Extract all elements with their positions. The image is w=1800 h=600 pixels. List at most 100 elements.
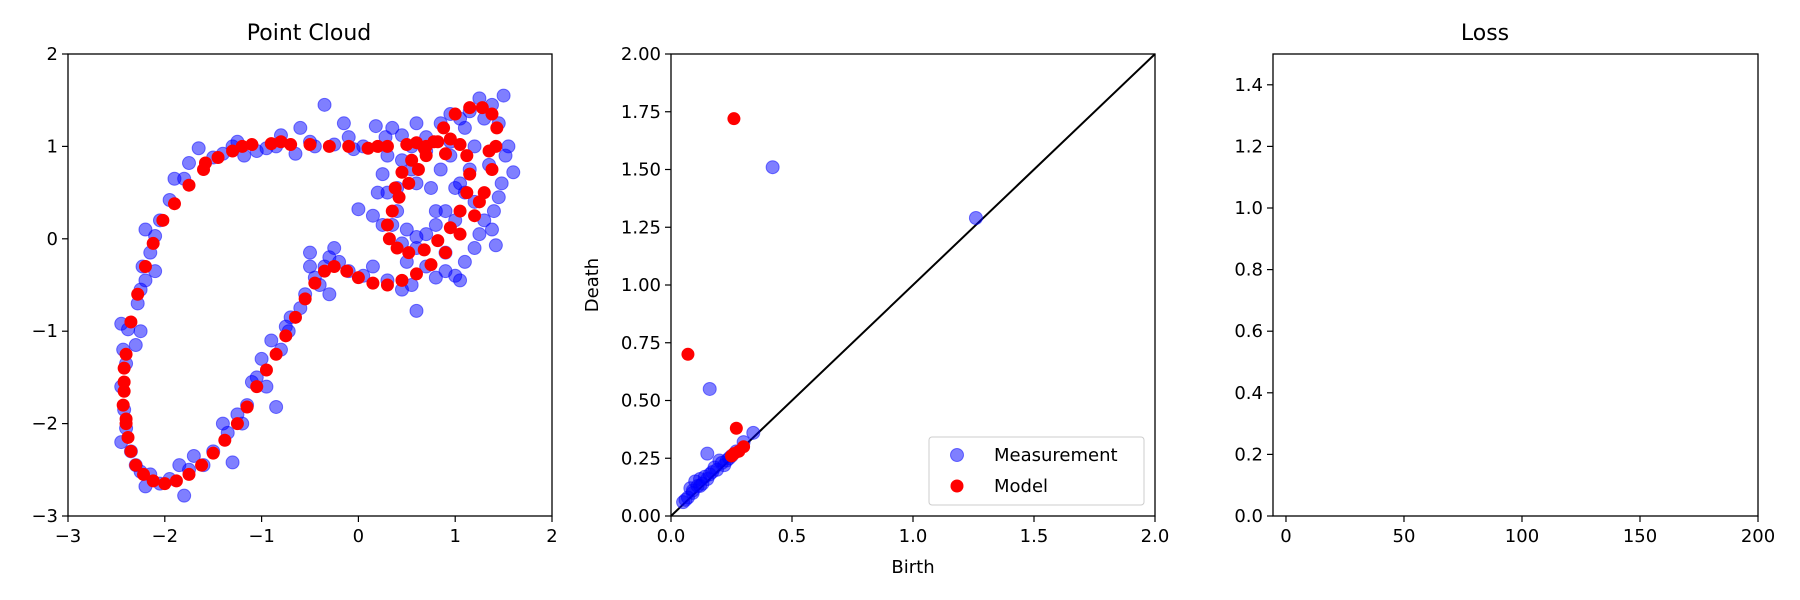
series-1-point bbox=[468, 209, 482, 223]
series-1-point bbox=[382, 232, 396, 246]
series-1-point bbox=[453, 138, 467, 152]
series-1-point bbox=[259, 363, 273, 377]
loss-ticks: 0 50 100 150 200 0.0 0.2 0.4 0.6 0.8 1.0 1.2 1.4 bbox=[1234, 75, 1775, 547]
series-1-point bbox=[279, 329, 293, 343]
y-tick-label: 1 bbox=[47, 136, 58, 157]
series-1-point bbox=[402, 176, 416, 190]
persistence-ylabel: Death bbox=[582, 258, 603, 312]
series-1-point bbox=[119, 412, 133, 426]
y-tick-label: 0.00 bbox=[621, 506, 661, 527]
series-1-point bbox=[119, 347, 133, 361]
series-1-point bbox=[129, 458, 143, 472]
series-0-point bbox=[336, 116, 351, 131]
y-tick-label: −1 bbox=[31, 321, 58, 342]
series-1-point bbox=[400, 138, 414, 152]
series-1-point bbox=[431, 234, 445, 248]
series-0-point bbox=[182, 156, 196, 171]
series-1-point bbox=[361, 141, 375, 155]
series-0-point bbox=[375, 167, 390, 182]
series-0-point bbox=[453, 176, 468, 191]
x-tick-label: −3 bbox=[55, 526, 82, 547]
series-1-point bbox=[402, 246, 416, 260]
series-1-point bbox=[405, 153, 419, 167]
persistence-marks bbox=[670, 53, 1156, 517]
legend-model-label: Model bbox=[994, 476, 1048, 497]
y-tick-label: 1.25 bbox=[621, 217, 661, 238]
series-0-point bbox=[385, 120, 400, 135]
series-1-point bbox=[226, 144, 240, 158]
series-0-point bbox=[409, 303, 424, 318]
y-tick-label: 0.25 bbox=[621, 448, 661, 469]
legend-model-marker bbox=[950, 479, 964, 493]
persistence-xlabel: Birth bbox=[891, 557, 934, 578]
measurement-point bbox=[693, 478, 708, 493]
measurement-point bbox=[702, 381, 717, 396]
series-1-point bbox=[424, 258, 438, 272]
series-1-point bbox=[409, 267, 423, 281]
legend-measurement-marker bbox=[950, 448, 964, 462]
x-tick-label: 0 bbox=[353, 526, 364, 547]
series-1-point bbox=[156, 213, 170, 227]
series-1-point bbox=[340, 264, 354, 278]
series-1-point bbox=[318, 264, 332, 278]
series-1-point bbox=[380, 139, 394, 153]
y-tick-label: 2.00 bbox=[621, 44, 661, 65]
series-0-point bbox=[433, 162, 448, 177]
series-1-point bbox=[167, 197, 181, 211]
series-0-point bbox=[498, 148, 513, 163]
series-0-point bbox=[491, 190, 506, 205]
series-1-point bbox=[327, 260, 341, 274]
series-1-point bbox=[117, 361, 131, 375]
series-1-point bbox=[439, 147, 453, 161]
series-1-point bbox=[342, 139, 356, 153]
series-1-point bbox=[385, 204, 399, 218]
y-tick-label: 1.50 bbox=[621, 160, 661, 181]
series-1-point bbox=[250, 380, 264, 394]
series-1-point bbox=[198, 156, 212, 170]
series-1-point bbox=[116, 398, 130, 412]
series-1-point bbox=[131, 287, 145, 301]
series-1-point bbox=[460, 149, 474, 163]
x-tick-label: 200 bbox=[1741, 526, 1775, 547]
measurement-point bbox=[765, 160, 780, 175]
y-tick-label: 1.00 bbox=[621, 275, 661, 296]
series-1-point bbox=[460, 186, 474, 200]
series-1-point bbox=[482, 144, 496, 158]
y-tick-label: 0.4 bbox=[1234, 383, 1263, 404]
series-0-point bbox=[486, 204, 501, 219]
point-cloud-ticks: −3 −2 −1 0 1 2 −3 −2 −1 0 1 2 bbox=[31, 44, 557, 547]
series-0-point bbox=[269, 399, 284, 414]
series-1-point bbox=[417, 243, 431, 257]
series-1-point bbox=[371, 139, 385, 153]
series-1-point bbox=[158, 477, 172, 491]
series-0-point bbox=[368, 119, 383, 134]
series-0-point bbox=[457, 254, 472, 269]
x-tick-label: 150 bbox=[1623, 526, 1657, 547]
series-1-point bbox=[137, 467, 151, 481]
persistence-diagram-panel: 0.0 0.5 1.0 1.5 2.0 0.00 0.25 0.50 0.75 1.00 1.25 1… bbox=[582, 44, 1169, 578]
series-0-point bbox=[399, 222, 414, 237]
series-0-point bbox=[428, 270, 443, 285]
y-tick-label: 0.50 bbox=[621, 391, 661, 412]
series-1-point bbox=[351, 271, 365, 285]
measurement-point bbox=[968, 211, 983, 226]
y-tick-label: −2 bbox=[31, 414, 58, 435]
series-1-point bbox=[490, 121, 504, 135]
measurement-point bbox=[700, 446, 715, 461]
x-tick-label: 2.0 bbox=[1141, 526, 1170, 547]
legend: Measurement Model bbox=[928, 436, 1145, 506]
series-0-point bbox=[138, 273, 153, 288]
series-0-point bbox=[467, 139, 482, 154]
series-1-point bbox=[146, 236, 160, 250]
series-1-point bbox=[485, 107, 499, 121]
model-point bbox=[737, 440, 751, 454]
series-1-point bbox=[431, 135, 445, 149]
series-1-point bbox=[390, 241, 404, 255]
series-1-point bbox=[288, 310, 302, 324]
series-0-point bbox=[370, 185, 385, 200]
series-1-point bbox=[121, 430, 135, 444]
series-1-point bbox=[206, 446, 220, 460]
series-1-point bbox=[380, 218, 394, 232]
y-tick-label: 1.75 bbox=[621, 102, 661, 123]
